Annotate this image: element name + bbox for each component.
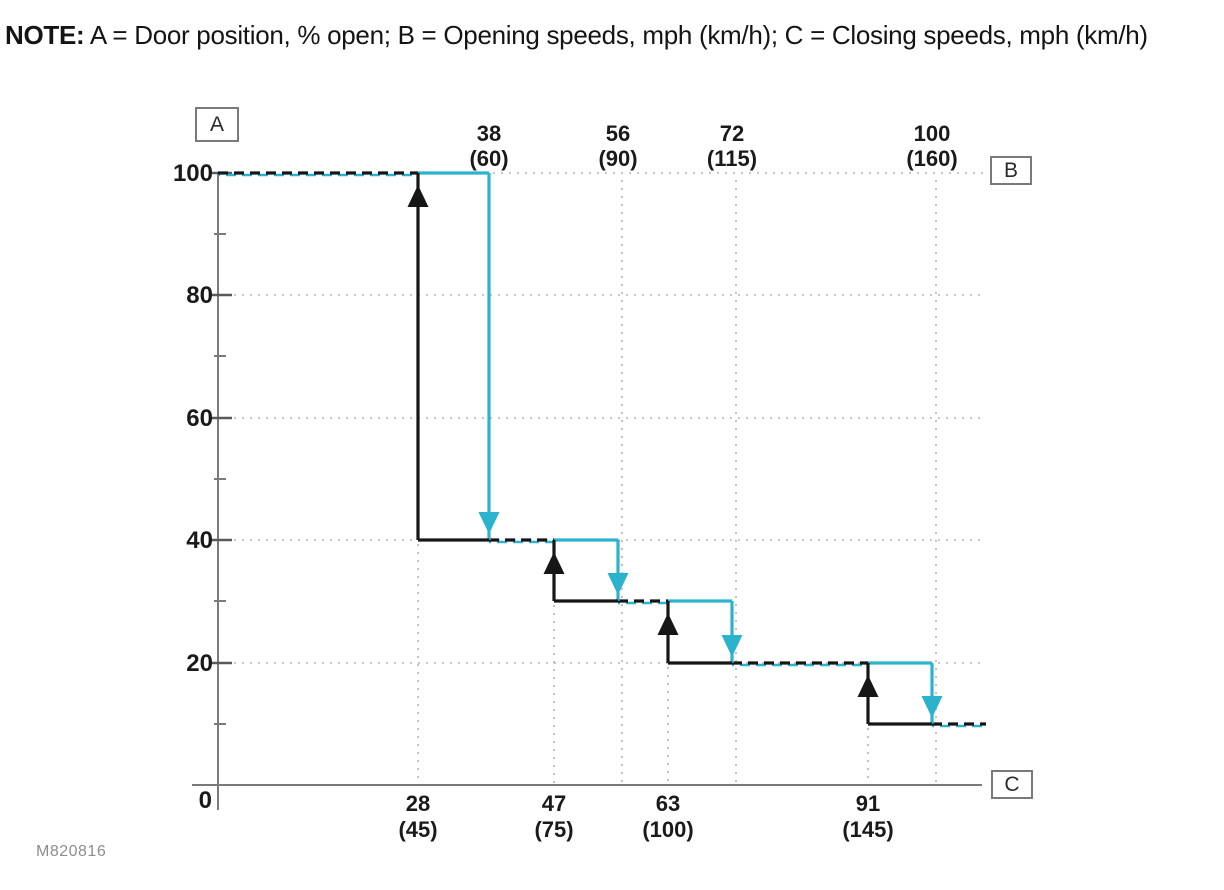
- top-speed-label-mph-56: 56: [606, 121, 630, 146]
- top-speed-label-mph-100: 100: [914, 121, 951, 146]
- y-tick-label-40: 40: [186, 527, 213, 554]
- bottom-speed-label-kmh-145: (145): [842, 817, 893, 842]
- axis-key-a-label: A: [209, 112, 224, 136]
- opening-up-arrow: [543, 552, 565, 574]
- y-tick-label-0: 0: [199, 787, 212, 814]
- note: NOTE: A = Door position, % open; B = Ope…: [5, 20, 1148, 51]
- y-tick-label-80: 80: [186, 282, 213, 309]
- axis-key-box-c: C: [991, 770, 1033, 799]
- opening-up-arrow: [857, 675, 879, 697]
- axis-key-box-a: A: [195, 107, 239, 142]
- bottom-speed-label-mph-28: 28: [406, 791, 430, 816]
- bottom-speed-label-mph-63: 63: [656, 791, 680, 816]
- note-label: NOTE:: [5, 20, 85, 50]
- top-speed-label-kmh-160: (160): [906, 146, 957, 171]
- top-speed-label-kmh-90: (90): [598, 146, 637, 171]
- closing-down-arrow: [721, 635, 743, 657]
- bottom-speed-label-kmh-75: (75): [534, 817, 573, 842]
- y-tick-label-100: 100: [173, 160, 213, 187]
- bottom-speed-label-mph-91: 91: [856, 791, 880, 816]
- top-speed-label-kmh-60: (60): [469, 146, 508, 171]
- top-speed-label-mph-72: 72: [720, 121, 744, 146]
- note-body: A = Door position, % open; B = Opening s…: [84, 20, 1148, 50]
- axis-key-box-b: B: [990, 156, 1032, 185]
- closing-down-arrow: [478, 512, 500, 534]
- closing-down-arrow: [921, 696, 943, 718]
- bottom-speed-label-mph-47: 47: [542, 791, 566, 816]
- top-speed-label-mph-38: 38: [477, 121, 501, 146]
- opening-up-arrow: [657, 613, 679, 635]
- opening-up-arrow: [407, 185, 429, 207]
- closing-down-arrow: [607, 573, 629, 595]
- bottom-speed-label-kmh-100: (100): [642, 817, 693, 842]
- bottom-speed-label-kmh-45: (45): [398, 817, 437, 842]
- y-tick-label-20: 20: [186, 650, 213, 677]
- axis-key-b-label: B: [1003, 158, 1018, 182]
- axis-key-c-label: C: [1004, 772, 1020, 796]
- y-tick-label-60: 60: [186, 405, 213, 432]
- top-speed-label-kmh-115: (115): [707, 146, 757, 171]
- figure-id: M820816: [36, 843, 107, 860]
